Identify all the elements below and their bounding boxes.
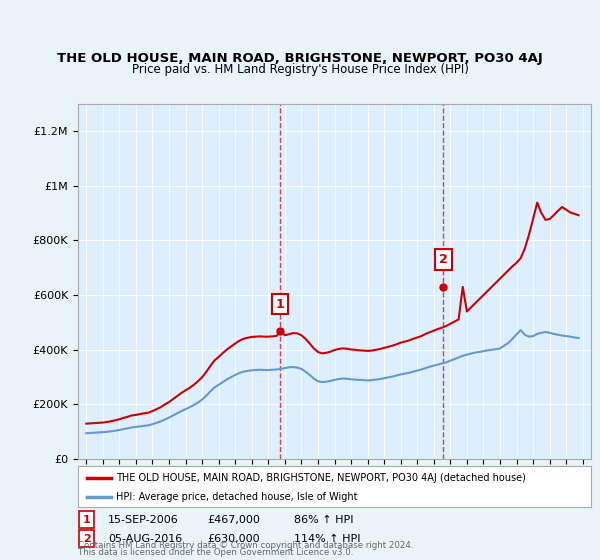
Text: 1: 1	[83, 515, 91, 525]
Text: 15-SEP-2006: 15-SEP-2006	[108, 515, 179, 525]
Text: 86% ↑ HPI: 86% ↑ HPI	[294, 515, 353, 525]
Text: £630,000: £630,000	[207, 534, 260, 544]
Text: THE OLD HOUSE, MAIN ROAD, BRIGHSTONE, NEWPORT, PO30 4AJ: THE OLD HOUSE, MAIN ROAD, BRIGHSTONE, NE…	[57, 52, 543, 65]
Text: This data is licensed under the Open Government Licence v3.0.: This data is licensed under the Open Gov…	[78, 548, 353, 557]
Text: 05-AUG-2016: 05-AUG-2016	[108, 534, 182, 544]
Text: Price paid vs. HM Land Registry's House Price Index (HPI): Price paid vs. HM Land Registry's House …	[131, 63, 469, 76]
Text: THE OLD HOUSE, MAIN ROAD, BRIGHSTONE, NEWPORT, PO30 4AJ (detached house): THE OLD HOUSE, MAIN ROAD, BRIGHSTONE, NE…	[116, 473, 526, 483]
Text: 1: 1	[275, 297, 284, 311]
Text: 2: 2	[439, 253, 448, 266]
Text: 114% ↑ HPI: 114% ↑ HPI	[294, 534, 361, 544]
Text: 2: 2	[83, 534, 91, 544]
Text: £467,000: £467,000	[207, 515, 260, 525]
Text: HPI: Average price, detached house, Isle of Wight: HPI: Average price, detached house, Isle…	[116, 492, 358, 502]
Text: Contains HM Land Registry data © Crown copyright and database right 2024.: Contains HM Land Registry data © Crown c…	[78, 541, 413, 550]
